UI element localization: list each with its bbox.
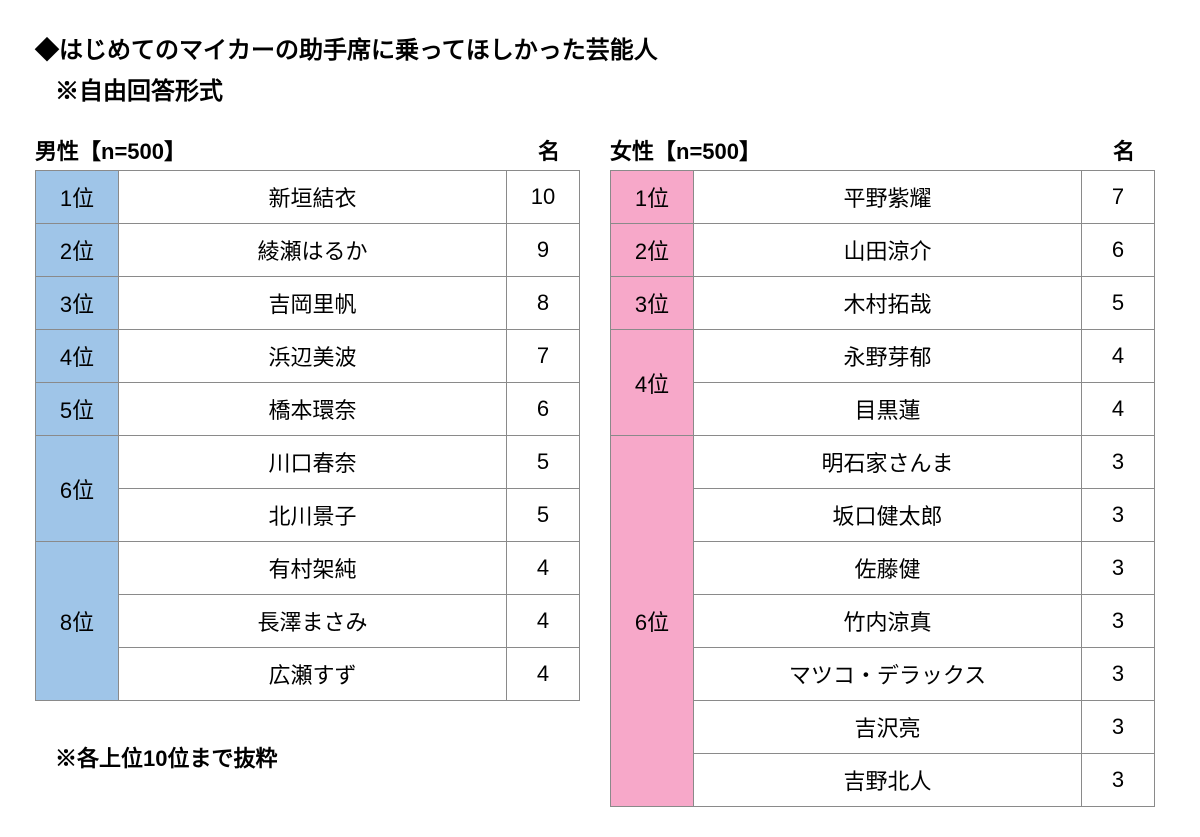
name-cell: 有村架純 [119,542,507,595]
count-cell: 9 [507,224,580,277]
count-cell: 7 [507,330,580,383]
table-row: 1位新垣結衣10 [36,171,580,224]
rank-cell: 4位 [36,330,119,383]
table-row: 6位川口春奈5 [36,436,580,489]
count-cell: 5 [507,489,580,542]
rank-cell: 1位 [611,171,694,224]
count-cell: 6 [1082,224,1155,277]
rank-cell: 5位 [36,383,119,436]
female-table-block: 女性【n=500】 名 1位平野紫耀72位山田涼介63位木村拓哉54位永野芽郁4… [610,134,1155,807]
table-row: 4位永野芽郁4 [611,330,1155,383]
count-cell: 3 [1082,754,1155,807]
female-table-header: 女性【n=500】 名 [610,134,1155,166]
count-cell: 3 [1082,701,1155,754]
name-cell: 綾瀬はるか [119,224,507,277]
count-cell: 5 [507,436,580,489]
name-cell: 佐藤健 [694,542,1082,595]
page-subtitle: ※自由回答形式 [55,71,1165,106]
male-header-left: 男性【n=500】 [35,134,186,166]
count-cell: 8 [507,277,580,330]
name-cell: 吉野北人 [694,754,1082,807]
count-cell: 3 [1082,489,1155,542]
rank-cell: 6位 [36,436,119,542]
name-cell: 山田涼介 [694,224,1082,277]
table-row: 3位木村拓哉5 [611,277,1155,330]
count-cell: 7 [1082,171,1155,224]
male-table-header: 男性【n=500】 名 [35,134,580,166]
name-cell: 目黒蓮 [694,383,1082,436]
count-cell: 4 [507,648,580,701]
name-cell: 長澤まさみ [119,595,507,648]
rank-cell: 6位 [611,436,694,807]
rank-cell: 2位 [36,224,119,277]
name-cell: 川口春奈 [119,436,507,489]
count-cell: 4 [1082,383,1155,436]
count-cell: 3 [1082,436,1155,489]
female-header-right: 名 [1113,134,1135,166]
table-row: 2位山田涼介6 [611,224,1155,277]
count-cell: 4 [507,595,580,648]
name-cell: 北川景子 [119,489,507,542]
table-row: 4位浜辺美波7 [36,330,580,383]
name-cell: 木村拓哉 [694,277,1082,330]
table-row: 8位有村架純4 [36,542,580,595]
tables-container: 男性【n=500】 名 1位新垣結衣102位綾瀬はるか93位吉岡里帆84位浜辺美… [35,134,1165,807]
count-cell: 4 [507,542,580,595]
count-cell: 4 [1082,330,1155,383]
name-cell: 吉岡里帆 [119,277,507,330]
table-row: 3位吉岡里帆8 [36,277,580,330]
table-row: 1位平野紫耀7 [611,171,1155,224]
name-cell: 永野芽郁 [694,330,1082,383]
name-cell: 浜辺美波 [119,330,507,383]
table-row: 6位明石家さんま3 [611,436,1155,489]
name-cell: マツコ・デラックス [694,648,1082,701]
footnote: ※各上位10位まで抜粋 [55,741,580,773]
male-table-block: 男性【n=500】 名 1位新垣結衣102位綾瀬はるか93位吉岡里帆84位浜辺美… [35,134,580,773]
name-cell: 吉沢亮 [694,701,1082,754]
name-cell: 橋本環奈 [119,383,507,436]
name-cell: 平野紫耀 [694,171,1082,224]
male-header-right: 名 [538,134,560,166]
count-cell: 3 [1082,595,1155,648]
table-row: 5位橋本環奈6 [36,383,580,436]
rank-cell: 3位 [36,277,119,330]
count-cell: 6 [507,383,580,436]
count-cell: 5 [1082,277,1155,330]
male-ranking-table: 1位新垣結衣102位綾瀬はるか93位吉岡里帆84位浜辺美波75位橋本環奈66位川… [35,170,580,701]
page-title: ◆はじめてのマイカーの助手席に乗ってほしかった芸能人 [35,30,1165,65]
female-header-left: 女性【n=500】 [610,134,761,166]
name-cell: 明石家さんま [694,436,1082,489]
count-cell: 3 [1082,648,1155,701]
table-row: 2位綾瀬はるか9 [36,224,580,277]
rank-cell: 3位 [611,277,694,330]
rank-cell: 1位 [36,171,119,224]
count-cell: 3 [1082,542,1155,595]
name-cell: 広瀬すず [119,648,507,701]
name-cell: 新垣結衣 [119,171,507,224]
count-cell: 10 [507,171,580,224]
female-ranking-table: 1位平野紫耀72位山田涼介63位木村拓哉54位永野芽郁4目黒蓮46位明石家さんま… [610,170,1155,807]
rank-cell: 8位 [36,542,119,701]
name-cell: 竹内涼真 [694,595,1082,648]
rank-cell: 2位 [611,224,694,277]
rank-cell: 4位 [611,330,694,436]
name-cell: 坂口健太郎 [694,489,1082,542]
